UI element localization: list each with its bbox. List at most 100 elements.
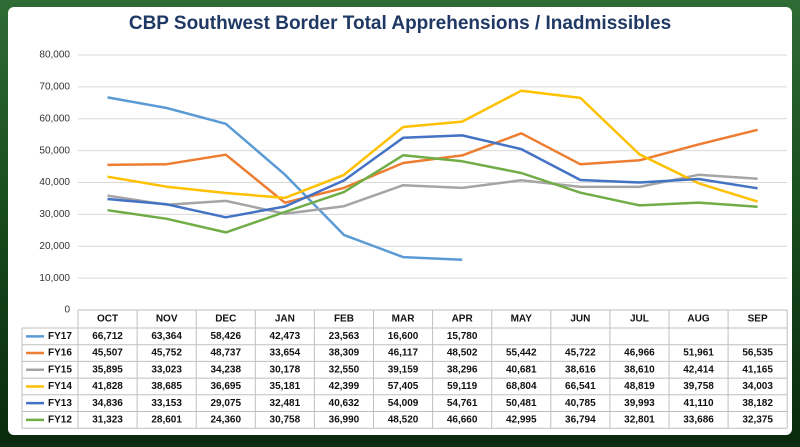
- table-value: 28,601: [151, 414, 182, 425]
- table-value: 30,758: [270, 414, 301, 425]
- y-tick-label: 50,000: [39, 145, 70, 156]
- series-line: [107, 96, 463, 261]
- table-value: 39,159: [388, 364, 419, 375]
- table-value: 57,405: [388, 381, 419, 392]
- table-value: 24,360: [210, 414, 241, 425]
- x-tick-label: NOV: [156, 314, 178, 325]
- x-tick-label: MAY: [511, 314, 533, 325]
- table-value: 42,473: [270, 331, 301, 342]
- table-value: 38,610: [624, 364, 655, 375]
- table-value: 40,632: [329, 398, 360, 409]
- y-tick-label: 70,000: [39, 82, 70, 93]
- x-tick-label: MAR: [392, 314, 416, 325]
- table-value: 23,563: [329, 331, 360, 342]
- table-value: 42,399: [329, 381, 360, 392]
- legend-label: FY14: [48, 381, 72, 392]
- table-value: 48,819: [624, 381, 655, 392]
- x-tick-label: JAN: [275, 314, 295, 325]
- table-value: 33,023: [151, 364, 182, 375]
- table-value: 29,075: [210, 398, 241, 409]
- table-value: 63,364: [151, 331, 182, 342]
- table-value: 31,323: [92, 414, 123, 425]
- table-value: 30,178: [270, 364, 301, 375]
- x-tick-label: APR: [452, 314, 474, 325]
- table-value: 48,520: [388, 414, 419, 425]
- table-value: 45,507: [92, 348, 123, 359]
- table-value: 42,995: [506, 414, 537, 425]
- table-value: 33,686: [683, 414, 714, 425]
- table-value: 34,003: [742, 381, 773, 392]
- table-value: 35,181: [270, 381, 301, 392]
- y-tick-label: 40,000: [39, 177, 70, 188]
- y-tick-label: 10,000: [39, 273, 70, 284]
- chart-title: CBP Southwest Border Total Apprehensions…: [129, 13, 671, 34]
- table-value: 33,153: [151, 398, 182, 409]
- table-value: 46,660: [447, 414, 478, 425]
- table-value: 41,110: [684, 398, 714, 409]
- series-line: [107, 173, 758, 216]
- table-value: 39,758: [683, 381, 714, 392]
- table-value: 66,541: [565, 381, 596, 392]
- table-value: 36,794: [565, 414, 596, 425]
- x-tick-label: JUL: [630, 314, 649, 325]
- table-value: 48,737: [210, 348, 241, 359]
- table-value: 15,780: [447, 331, 478, 342]
- legend-label: FY15: [48, 364, 72, 375]
- legend-label: FY12: [48, 414, 72, 425]
- table-value: 45,752: [151, 348, 182, 359]
- x-tick-label: DEC: [215, 314, 236, 325]
- table-value: 40,785: [565, 398, 596, 409]
- table-value: 35,895: [92, 364, 123, 375]
- x-tick-label: FEB: [334, 314, 354, 325]
- table-value: 38,296: [447, 364, 478, 375]
- y-tick-label: 30,000: [39, 209, 70, 220]
- y-tick-label: 60,000: [39, 113, 70, 124]
- legend-label: FY17: [48, 331, 72, 342]
- table-value: 48,502: [447, 348, 478, 359]
- table-value: 59,119: [447, 381, 477, 392]
- legend-label: FY13: [48, 398, 72, 409]
- table-value: 41,828: [92, 381, 123, 392]
- table-value: 46,966: [624, 348, 655, 359]
- y-tick-label: 20,000: [39, 241, 70, 252]
- table-value: 50,481: [506, 398, 537, 409]
- table-value: 56,535: [742, 348, 773, 359]
- table-value: 40,681: [506, 364, 537, 375]
- table-value: 32,375: [742, 414, 773, 425]
- table-value: 42,414: [683, 364, 714, 375]
- table-value: 16,600: [388, 331, 419, 342]
- series-line: [107, 154, 758, 234]
- table-value: 38,616: [565, 364, 596, 375]
- table-value: 54,761: [447, 398, 478, 409]
- table-value: 68,804: [506, 381, 537, 392]
- table-value: 33,654: [270, 348, 301, 359]
- x-tick-label: AUG: [687, 314, 709, 325]
- table-value: 51,961: [683, 348, 714, 359]
- table-value: 38,309: [329, 348, 360, 359]
- y-tick-label: 0: [64, 305, 70, 316]
- y-tick-label: 80,000: [39, 50, 70, 61]
- table-value: 32,801: [624, 414, 655, 425]
- table-value: 36,990: [329, 414, 360, 425]
- table-value: 66,712: [92, 331, 123, 342]
- series-line: [107, 134, 758, 219]
- x-tick-label: OCT: [97, 314, 118, 325]
- x-tick-label: SEP: [748, 314, 768, 325]
- table-value: 32,481: [270, 398, 301, 409]
- table-value: 38,685: [151, 381, 182, 392]
- table-value: 34,238: [210, 364, 241, 375]
- table-value: 41,165: [742, 364, 773, 375]
- table-value: 36,695: [210, 381, 241, 392]
- table-value: 46,117: [388, 348, 418, 359]
- legend-label: FY16: [48, 348, 72, 359]
- table-value: 32,550: [329, 364, 360, 375]
- table-value: 39,993: [624, 398, 655, 409]
- table-value: 55,442: [506, 348, 537, 359]
- x-tick-label: JUN: [570, 314, 590, 325]
- table-value: 34,836: [92, 398, 123, 409]
- table-value: 58,426: [210, 331, 241, 342]
- table-value: 38,182: [742, 398, 773, 409]
- table-value: 45,722: [565, 348, 596, 359]
